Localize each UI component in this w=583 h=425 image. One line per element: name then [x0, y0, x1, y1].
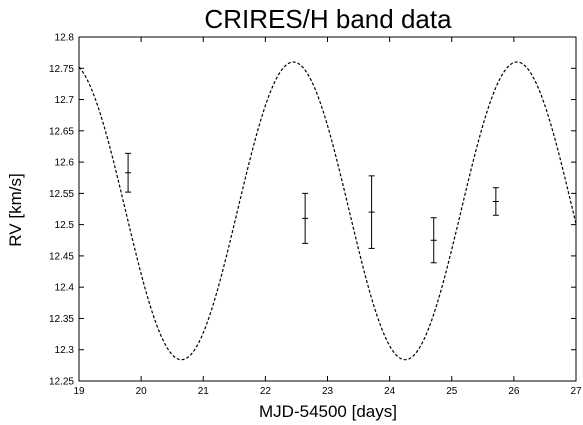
y-tick-label: 12.4: [55, 283, 75, 294]
data-points: [125, 152, 499, 264]
x-tick-label: 26: [508, 386, 520, 397]
data-point: [430, 217, 437, 264]
x-tick-label: 19: [73, 386, 85, 397]
y-axis-ticks: 12.25 12.3 12.35 12.4 12.45 12.5 12.55 12.6 12.6…: [49, 33, 576, 388]
x-axis-ticks: 19 20 21 22 23 24 25 26 27: [73, 37, 582, 397]
plot-frame: [78, 36, 577, 382]
y-tick-label: 12.5: [55, 220, 75, 231]
y-tick-label: 12.8: [55, 33, 75, 44]
x-tick-label: 27: [570, 386, 582, 397]
y-axis-label: RV [km/s]: [6, 173, 25, 246]
chart-title: CRIRES/H band data: [204, 4, 452, 34]
data-point: [492, 187, 499, 216]
data-point: [302, 192, 309, 244]
x-tick-label: 20: [136, 386, 148, 397]
x-axis-label: MJD-54500 [days]: [259, 402, 397, 421]
data-point: [125, 152, 132, 193]
x-tick-label: 21: [198, 386, 210, 397]
model-curve: [78, 61, 577, 361]
y-tick-label: 12.45: [49, 251, 74, 262]
data-point: [368, 175, 375, 249]
y-tick-label: 12.3: [55, 345, 75, 356]
y-tick-label: 12.35: [49, 314, 74, 325]
y-tick-label: 12.7: [55, 95, 75, 106]
y-tick-label: 12.65: [49, 126, 74, 137]
y-tick-label: 12.75: [49, 64, 74, 75]
x-tick-label: 23: [322, 386, 334, 397]
y-tick-label: 12.6: [55, 158, 75, 169]
x-tick-label: 24: [384, 386, 396, 397]
y-tick-label: 12.55: [49, 189, 74, 200]
x-tick-label: 25: [446, 386, 458, 397]
y-tick-label: 12.25: [49, 377, 74, 388]
x-tick-label: 22: [260, 386, 272, 397]
